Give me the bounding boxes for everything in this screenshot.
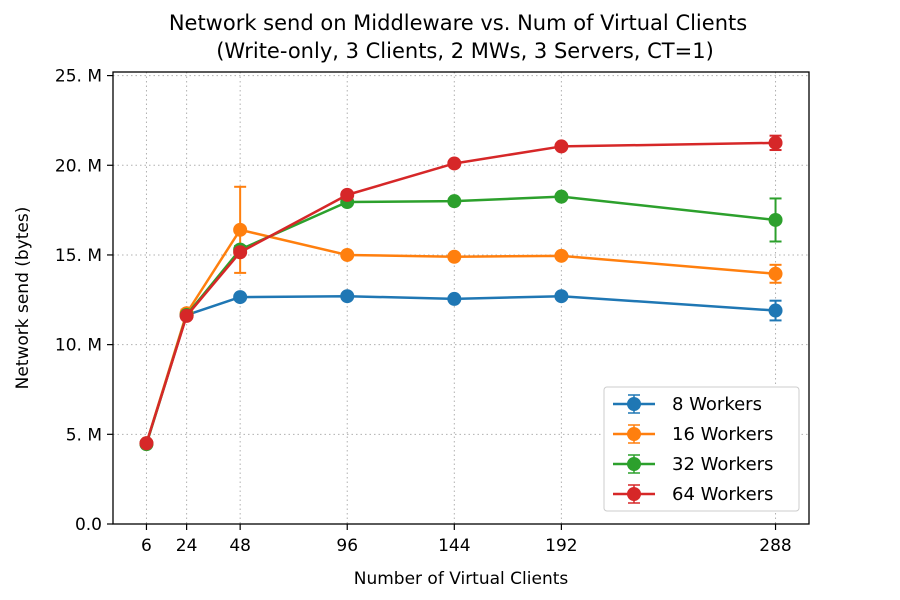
y-tick-label: 0.0 — [75, 515, 102, 535]
x-tick-label: 24 — [176, 536, 198, 556]
legend-entry-32-workers: 32 Workers — [613, 454, 773, 475]
data-point — [340, 187, 355, 202]
chart-title-line-1: Network send on Middleware vs. Num of Vi… — [169, 11, 747, 35]
chart-title-line-2: (Write-only, 3 Clients, 2 MWs, 3 Servers… — [216, 39, 714, 63]
y-axis-label: Network send (bytes) — [13, 207, 33, 390]
legend-swatch-marker — [627, 427, 641, 441]
legend-swatch-marker — [627, 457, 641, 471]
legend-swatch-marker — [627, 487, 641, 501]
series-64-workers — [139, 134, 783, 451]
legend-entry-8-workers: 8 Workers — [613, 394, 762, 415]
legend-entry-64-workers: 64 Workers — [613, 484, 773, 505]
legend-frame — [603, 386, 800, 512]
data-point — [768, 135, 783, 150]
legend-label-8-workers: 8 Workers — [672, 394, 762, 415]
data-point — [768, 303, 783, 318]
y-tick-label: 10. M — [55, 336, 102, 356]
y-tick-label: 15. M — [55, 246, 102, 266]
legend: 8 Workers 16 Workers 32 Workers 64 Worke… — [603, 386, 800, 512]
y-tick-label: 25. M — [55, 67, 102, 87]
data-point — [554, 189, 569, 204]
x-tick-label: 288 — [759, 536, 791, 556]
data-point — [447, 156, 462, 171]
legend-label-32-workers: 32 Workers — [672, 454, 773, 475]
data-point — [768, 266, 783, 281]
x-tick-label: 48 — [229, 536, 251, 556]
data-point — [554, 289, 569, 304]
x-tick-label: 192 — [545, 536, 577, 556]
data-point — [139, 436, 154, 451]
legend-swatch-marker — [627, 397, 641, 411]
axes: 6 24 48 96 144 192 288 0.0 5. M 10. M 15. M 20. M 25… — [55, 67, 810, 556]
data-point — [447, 249, 462, 264]
data-point — [340, 289, 355, 304]
legend-label-16-workers: 16 Workers — [672, 424, 773, 445]
data-point — [233, 245, 248, 260]
data-point — [554, 139, 569, 154]
data-point — [447, 194, 462, 209]
data-series — [139, 134, 783, 452]
data-point — [340, 247, 355, 262]
plot-frame — [112, 71, 810, 525]
y-tick-label: 5. M — [66, 425, 102, 445]
data-point — [179, 308, 194, 323]
legend-label-64-workers: 64 Workers — [672, 484, 773, 505]
data-point — [768, 212, 783, 227]
data-point — [447, 291, 462, 306]
legend-entry-16-workers: 16 Workers — [613, 424, 773, 445]
y-tick-label: 20. M — [55, 156, 102, 176]
x-tick-label: 144 — [438, 536, 470, 556]
x-tick-label: 96 — [336, 536, 358, 556]
x-axis-label: Number of Virtual Clients — [354, 569, 569, 589]
x-tick-label: 6 — [141, 536, 152, 556]
data-point — [554, 248, 569, 263]
data-point — [233, 290, 248, 305]
data-point — [233, 222, 248, 237]
